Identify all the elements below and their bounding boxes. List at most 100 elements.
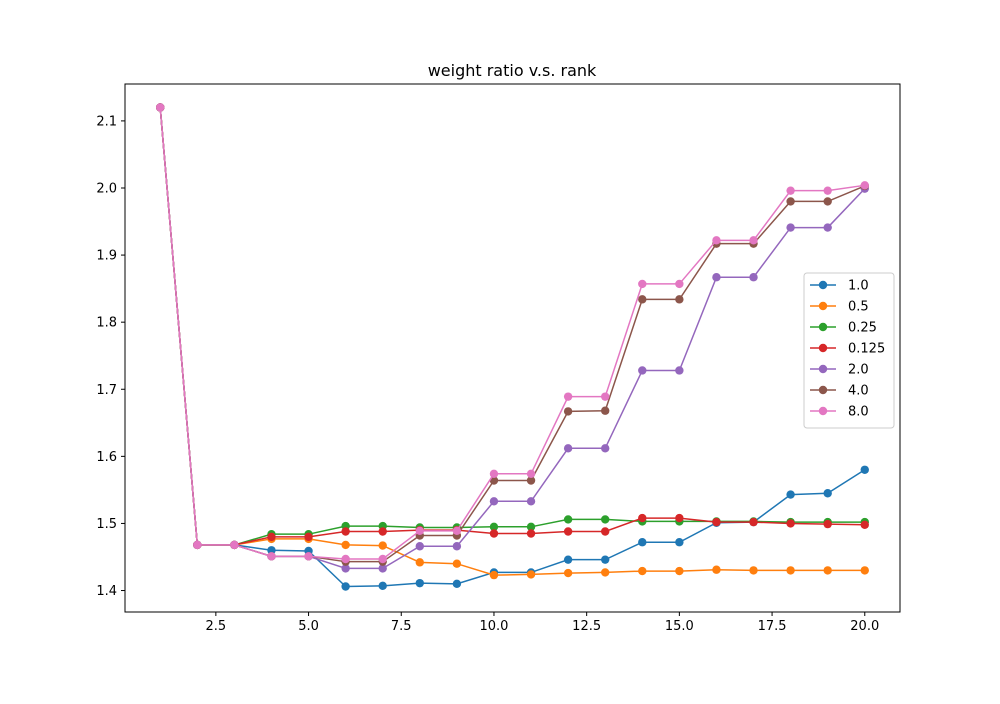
legend-item: 0.125 — [810, 342, 885, 357]
data-point — [267, 532, 276, 542]
legend-item: 0.5 — [810, 300, 869, 315]
data-point — [526, 522, 536, 531]
data-point — [601, 568, 610, 577]
data-point — [675, 538, 684, 547]
data-point — [823, 197, 832, 206]
data-point — [489, 469, 499, 478]
data-point — [712, 565, 721, 574]
data-point — [601, 444, 610, 453]
data-point — [638, 295, 647, 304]
data-point — [601, 406, 610, 415]
data-point — [712, 236, 721, 245]
legend-item: 2.0 — [810, 363, 869, 378]
data-point — [563, 515, 573, 524]
data-point — [415, 542, 424, 551]
data-point — [563, 392, 573, 401]
data-point — [526, 570, 536, 579]
y-tick-label: 2.0 — [96, 181, 117, 196]
data-point — [526, 476, 536, 485]
legend-label: 4.0 — [848, 384, 869, 399]
y-tick-label: 1.9 — [96, 249, 117, 264]
data-point — [601, 527, 610, 536]
data-point — [749, 517, 758, 527]
data-point — [489, 497, 499, 506]
data-point — [601, 555, 610, 564]
data-point — [304, 532, 313, 542]
y-tick-label: 1.4 — [96, 584, 117, 599]
data-point — [341, 582, 350, 591]
y-tick-label: 1.6 — [96, 450, 117, 465]
data-point — [415, 578, 424, 588]
plot-frame — [124, 83, 901, 613]
legend-marker — [818, 322, 828, 332]
series-0.125 — [156, 103, 869, 550]
series-line — [159, 107, 866, 570]
legend-label: 2.0 — [848, 363, 869, 378]
data-point — [267, 546, 276, 555]
series-line — [159, 107, 865, 576]
legend-item: 1.0 — [810, 279, 869, 294]
data-point — [378, 541, 387, 550]
data-point — [156, 103, 165, 112]
y-tick-label: 1.7 — [96, 383, 117, 398]
data-point — [675, 279, 684, 289]
data-point — [786, 519, 795, 528]
x-tick-label: 15.0 — [665, 619, 694, 634]
data-point — [823, 566, 832, 575]
data-point — [378, 554, 387, 564]
data-point — [601, 392, 610, 401]
series-line — [159, 107, 866, 563]
data-point — [601, 515, 610, 524]
data-point — [749, 236, 758, 245]
data-point — [378, 527, 387, 536]
data-point — [378, 581, 387, 591]
data-point — [378, 564, 387, 573]
legend-label: 8.0 — [848, 405, 869, 420]
x-tick-label: 2.5 — [206, 619, 227, 634]
data-point — [675, 513, 684, 523]
data-point — [341, 527, 350, 536]
y-tick-label: 1.8 — [96, 316, 117, 331]
data-point — [638, 538, 647, 547]
legend-label: 0.5 — [848, 300, 869, 315]
data-point — [230, 540, 239, 550]
data-point — [415, 526, 424, 536]
legend-marker — [818, 301, 828, 311]
data-point — [712, 517, 721, 527]
data-point — [489, 570, 499, 580]
data-point — [452, 579, 462, 589]
series-1.0 — [156, 103, 869, 591]
data-point — [563, 568, 573, 578]
y-tick-label: 1.5 — [96, 517, 117, 532]
data-point — [823, 223, 832, 232]
data-point — [712, 273, 721, 282]
legend-marker — [818, 406, 828, 416]
data-point — [860, 520, 869, 529]
data-point — [452, 542, 462, 551]
data-point — [786, 197, 795, 206]
legend-label: 0.125 — [848, 342, 885, 357]
series-0.5 — [156, 103, 869, 580]
data-point — [638, 566, 647, 576]
data-point — [860, 465, 869, 474]
data-point — [823, 489, 832, 498]
data-point — [267, 552, 276, 561]
axes-layer: 2.5 5.0 7.5 10.0 12.5 15.0 17.5 20.0 1.4 1.5 1.6 1.… — [96, 114, 879, 634]
data-point — [823, 186, 832, 195]
data-point — [675, 566, 684, 576]
data-point — [304, 552, 313, 561]
x-tick-label: 17.5 — [758, 619, 787, 634]
x-tick-label: 12.5 — [572, 619, 601, 634]
x-tick-label: 5.0 — [298, 619, 319, 634]
data-point — [452, 559, 462, 568]
legend-label: 0.25 — [848, 321, 877, 336]
legend-marker — [818, 385, 828, 395]
data-point — [786, 186, 795, 195]
data-point — [452, 526, 462, 536]
data-point — [563, 527, 573, 536]
legend: 1.0 0.5 0.25 0.125 2.0 4.0 8.0 — [803, 272, 895, 429]
series-line — [159, 107, 865, 546]
legend-label: 1.0 — [848, 279, 869, 294]
legend-marker — [818, 364, 828, 374]
data-point — [193, 540, 202, 550]
